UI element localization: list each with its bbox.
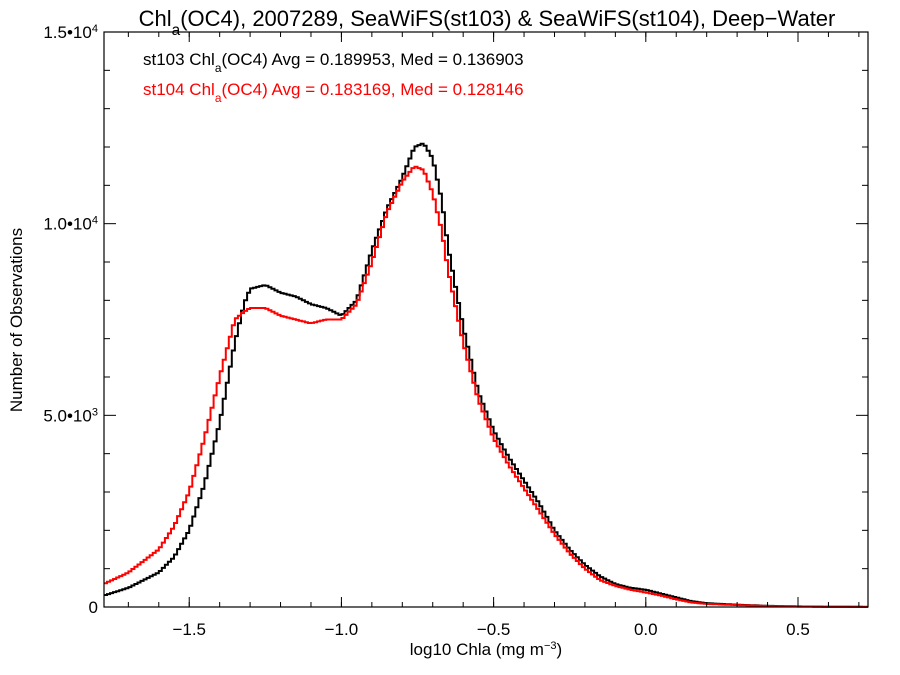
series-line-st103 [104, 142, 868, 608]
legend-entry-st104: st104 Chla(OC4) Avg = 0.183169, Med = 0.… [143, 80, 524, 105]
x-tick-label-1: −1.0 [325, 620, 359, 639]
series-line-st104 [104, 165, 868, 608]
y-axis-label: Number of Observations [7, 228, 26, 412]
x-tick-label-4: 0.5 [786, 620, 810, 639]
x-axis-label: log10 Chla (mg m−3) [410, 640, 562, 659]
plot-frame [103, 31, 869, 608]
y-tick-label-0: 0 [89, 598, 98, 617]
y-tick-label-3: 1.5•104 [43, 23, 98, 42]
axis-ticks: −1.5 −1.0 −0.5 0.0 0.5 0 5.0•103 1.0•104 1.5•104 [43, 23, 868, 639]
y-tick-label-1: 5.0•103 [43, 406, 98, 425]
chart-title: Chla(OC4), 2007289, SeaWiFS(st103) & Sea… [139, 6, 836, 39]
y-tick-label-2: 1.0•104 [43, 215, 98, 234]
series-layer [104, 142, 868, 608]
x-tick-label-3: 0.0 [634, 620, 658, 639]
x-tick-label-0: −1.5 [172, 620, 206, 639]
x-tick-label-2: −0.5 [477, 620, 511, 639]
legend-entry-st103: st103 Chla(OC4) Avg = 0.189953, Med = 0.… [143, 50, 524, 75]
